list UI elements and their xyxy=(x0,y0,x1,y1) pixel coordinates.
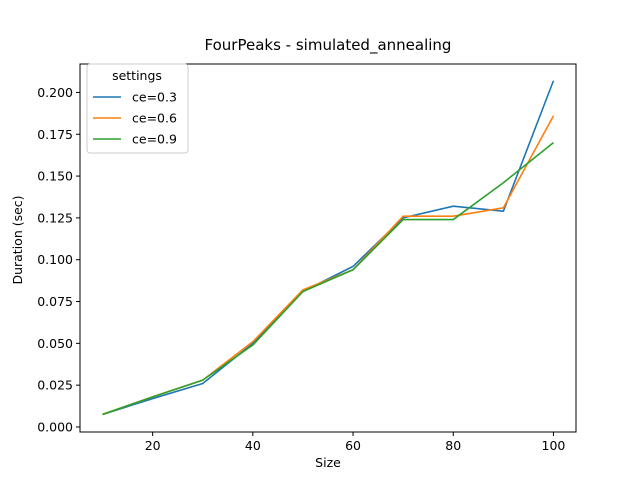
chart-title: FourPeaks - simulated_annealing xyxy=(205,36,452,55)
x-tick-label: 20 xyxy=(145,438,161,453)
y-tick-label: 0.200 xyxy=(37,85,73,100)
legend-box xyxy=(86,63,189,154)
y-tick-label: 0.125 xyxy=(37,210,73,225)
legend-entry-2: ce=0.6 xyxy=(132,111,177,126)
series-lines xyxy=(102,80,555,416)
y-tick-label: 0.025 xyxy=(37,378,73,393)
axes-frame xyxy=(79,63,577,433)
legend-title: settings xyxy=(112,68,162,83)
y-tick-label: 0.075 xyxy=(37,294,73,309)
x-tick-label: 40 xyxy=(245,438,261,453)
y-tick-label: 0.000 xyxy=(37,419,73,434)
series-line-3 xyxy=(102,141,554,416)
x-tick-label: 60 xyxy=(345,438,361,453)
x-tick-label: 80 xyxy=(445,438,461,453)
x-tick-label: 100 xyxy=(542,438,566,453)
plot-area xyxy=(79,63,577,433)
y-tick-label: 0.050 xyxy=(37,336,73,351)
x-axis-label: Size xyxy=(315,455,341,470)
x-axis-ticks: 20 40 60 80 100 xyxy=(145,432,566,453)
y-axis-label: Duration (sec) xyxy=(10,195,25,284)
y-tick-label: 0.100 xyxy=(37,252,73,267)
y-axis-ticks: 0.000 0.025 0.050 0.075 0.100 0.125 0.150 0.175… xyxy=(37,85,80,434)
legend: settings ce=0.3 ce=0.6 ce=0.9 xyxy=(86,63,189,154)
legend-entry-1: ce=0.3 xyxy=(132,90,177,105)
y-tick-label: 0.150 xyxy=(37,169,73,184)
y-tick-label: 0.175 xyxy=(37,127,73,142)
legend-entry-3: ce=0.9 xyxy=(132,132,177,147)
